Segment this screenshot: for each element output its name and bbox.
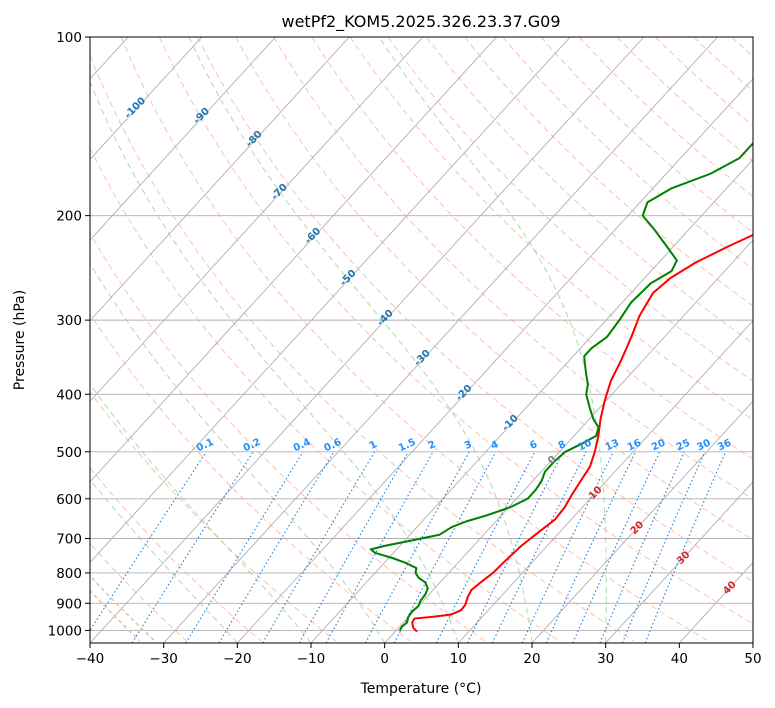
isotherm-line [163, 37, 718, 643]
mixing-ratio-line [644, 451, 727, 643]
chart-title: wetPf2_KOM5.2025.326.23.37.G09 [281, 12, 560, 32]
y-tick-label: 400 [56, 387, 82, 403]
moist-adiabat-line [90, 262, 386, 643]
dewpoint-profile-line [369, 141, 753, 631]
isotherm-line [237, 78, 753, 643]
mixing-ratio-line [393, 451, 497, 643]
mixing-ratio-label: 30 [695, 438, 712, 454]
mixing-ratio-line [131, 451, 254, 643]
mixing-ratio-line [621, 451, 706, 643]
y-tick-label: 700 [56, 532, 82, 548]
x-tick-label: 0 [380, 651, 389, 667]
isotherm-line [458, 319, 753, 643]
isotherm-line [605, 481, 753, 643]
y-tick-label: 500 [56, 445, 82, 461]
x-tick-label: −40 [76, 651, 105, 667]
moist-adiabat-line [188, 37, 533, 643]
y-tick-label: 100 [56, 30, 82, 46]
dry-adiabat-line [464, 37, 753, 307]
dry-adiabat-line [273, 37, 753, 500]
dry-adiabat-line [426, 37, 753, 344]
mixing-ratio-line [491, 451, 587, 643]
mixing-ratio-label: 36 [716, 438, 733, 454]
dry-adiabat-line [197, 37, 753, 582]
mixing-ratio-label: 10 [576, 438, 593, 454]
sounding-profiles [369, 141, 753, 633]
moist-adiabat-line [90, 80, 459, 643]
dry-adiabat-line [158, 37, 753, 625]
mixing-ratio-label: 16 [626, 438, 643, 454]
x-tick-label: 20 [523, 651, 540, 667]
y-tick-label: 800 [56, 566, 82, 582]
dry-adiabat-line [120, 37, 709, 642]
mixing-ratio-label: 8 [557, 439, 568, 452]
isotherm-line [90, 37, 424, 402]
dry-adiabat-line [90, 232, 486, 642]
x-axis: −40 −30 −20 −10 0 10 20 30 40 50 [76, 643, 762, 667]
dry-adiabat-line [90, 313, 411, 642]
dry-adiabat-line [540, 37, 753, 234]
dry-adiabat-line [90, 53, 635, 642]
isotherm-line [531, 400, 753, 643]
plot-background-lines [90, 37, 753, 643]
dry-adiabat-line [90, 390, 337, 642]
isotherm-line [90, 37, 497, 483]
dry-adiabat-line [311, 37, 753, 460]
y-tick-label: 1000 [48, 623, 82, 639]
isotherm-line [384, 239, 753, 643]
y-axis: 100 200 300 400 500 600 700 800 900 1000 [48, 30, 90, 639]
isotherm-line [90, 37, 203, 161]
mixing-ratio-line [325, 451, 434, 643]
temperature-profile-line [411, 233, 753, 633]
mixing-ratio-line [467, 451, 564, 643]
dry-adiabat-line [387, 37, 753, 382]
y-tick-label: 900 [56, 596, 82, 612]
mixing-ratio-label: 1 [368, 439, 379, 452]
x-tick-label: 40 [671, 651, 688, 667]
dry-adiabat-line [578, 37, 753, 198]
isotherm-line [90, 37, 645, 643]
x-tick-label: −10 [297, 651, 326, 667]
mixing-ratio-label: 2 [427, 439, 438, 452]
y-tick-label: 600 [56, 492, 82, 508]
x-tick-label: 10 [450, 651, 467, 667]
y-tick-label: 300 [56, 313, 82, 329]
mixing-ratio-line [185, 451, 304, 643]
mixing-ratio-label: 13 [604, 438, 621, 454]
isotherm-line [90, 37, 276, 241]
moist-adiabat-line [378, 37, 607, 643]
x-tick-label: 30 [597, 651, 614, 667]
x-tick-label: 50 [744, 651, 761, 667]
isotherm-line [90, 37, 571, 564]
mixing-ratio-line [364, 451, 470, 643]
mixing-ratio-label: 6 [528, 439, 539, 452]
mixing-ratio-label: 25 [675, 438, 692, 454]
y-tick-label: 200 [56, 209, 82, 225]
mixing-ratio-label: 20 [650, 438, 667, 454]
mixing-ratio-line [90, 451, 207, 632]
x-tick-label: −30 [149, 651, 178, 667]
dry-adiabat-line [235, 37, 753, 541]
plot-frame [89, 36, 754, 644]
dry-adiabat-line [349, 37, 753, 421]
mixing-ratio-label: 3 [463, 439, 474, 452]
mixing-ratio-line [218, 451, 335, 643]
mixing-ratio-label: 4 [489, 439, 500, 452]
x-tick-label: −20 [223, 651, 252, 667]
mixing-ratio-line [599, 451, 685, 643]
x-axis-title: Temperature (°C) [360, 681, 482, 697]
y-axis-title: Pressure (hPa) [12, 290, 28, 390]
isotherm-line [90, 37, 350, 322]
